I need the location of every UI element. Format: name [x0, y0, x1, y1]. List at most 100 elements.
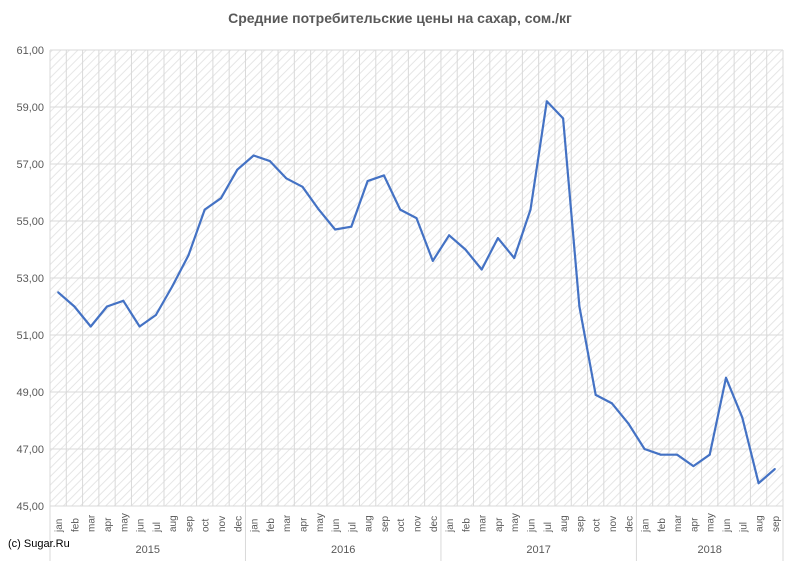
x-month-label: apr	[494, 517, 505, 532]
data-point	[187, 254, 190, 257]
y-tick-label: 55,00	[16, 216, 44, 228]
data-point	[138, 325, 141, 328]
x-month-label: feb	[70, 518, 81, 532]
x-month-label: nov	[217, 516, 228, 532]
data-point	[252, 154, 255, 157]
data-point	[57, 291, 60, 294]
data-point	[562, 117, 565, 120]
x-month-label: sep	[184, 515, 195, 532]
x-month-label: dec	[624, 516, 635, 532]
x-month-label: mar	[282, 514, 293, 532]
x-month-label: aug	[364, 515, 375, 532]
data-point	[203, 208, 206, 211]
x-year-label: 2015	[135, 544, 159, 556]
y-tick-label: 59,00	[16, 102, 44, 114]
data-point	[236, 168, 239, 171]
chart-title: Средние потребительские цены на сахар, с…	[228, 10, 572, 26]
data-point	[741, 416, 744, 419]
x-month-label: may	[315, 513, 326, 532]
x-month-label: jul	[543, 522, 554, 533]
data-point	[724, 376, 727, 379]
data-point	[415, 217, 418, 220]
data-point	[643, 448, 646, 450]
y-tick-label: 49,00	[16, 387, 44, 399]
x-month-label: jul	[152, 522, 163, 533]
y-tick-label: 47,00	[16, 444, 44, 456]
x-month-label: jun	[331, 519, 342, 533]
x-month-label: jun	[136, 519, 147, 533]
x-month-label: may	[119, 513, 130, 532]
data-point	[301, 185, 304, 188]
data-point	[545, 100, 548, 103]
x-month-label: sep	[380, 515, 391, 532]
y-tick-label: 61,00	[16, 45, 44, 57]
data-point	[513, 257, 516, 260]
x-month-label: apr	[689, 517, 700, 532]
data-point	[676, 453, 679, 456]
data-point	[171, 285, 174, 288]
data-point	[73, 305, 76, 308]
x-month-label: nov	[608, 516, 619, 532]
data-point	[594, 393, 597, 396]
data-point	[692, 465, 695, 468]
data-point	[399, 208, 402, 211]
data-point	[350, 225, 353, 228]
data-point	[464, 248, 467, 251]
x-month-label: feb	[657, 518, 668, 532]
data-point	[285, 177, 288, 180]
y-tick-label: 45,00	[16, 501, 44, 513]
data-point	[773, 467, 776, 470]
x-month-label: jun	[527, 519, 538, 533]
x-month-label: aug	[559, 515, 570, 532]
data-point	[366, 180, 369, 183]
x-month-label: feb	[461, 518, 472, 532]
data-point	[448, 234, 451, 237]
data-point	[334, 228, 337, 231]
data-point	[154, 314, 157, 317]
x-month-label: may	[510, 513, 521, 532]
x-month-label: jan	[445, 519, 456, 533]
x-year-label: 2018	[697, 544, 721, 556]
x-month-label: jan	[54, 519, 65, 533]
x-month-label: aug	[168, 515, 179, 532]
x-month-label: mar	[478, 514, 489, 532]
x-month-label: nov	[413, 516, 424, 532]
data-point	[496, 237, 499, 240]
x-month-label: sep	[575, 515, 586, 532]
x-month-label: jul	[347, 522, 358, 533]
x-month-label: mar	[673, 514, 684, 532]
x-month-label: jan	[641, 519, 652, 533]
x-month-label: apr	[298, 517, 309, 532]
x-month-label: jun	[722, 519, 733, 533]
data-point	[610, 402, 613, 405]
data-point	[382, 174, 385, 177]
data-point	[268, 160, 271, 163]
x-month-label: oct	[201, 518, 212, 532]
x-month-label: oct	[592, 518, 603, 532]
x-month-label: may	[706, 513, 717, 532]
data-point	[659, 453, 662, 456]
data-point	[220, 197, 223, 200]
data-point	[529, 208, 532, 211]
x-month-label: dec	[233, 516, 244, 532]
x-month-label: feb	[266, 518, 277, 532]
x-year-label: 2016	[331, 544, 355, 556]
y-tick-label: 51,00	[16, 330, 44, 342]
x-year-label: 2017	[526, 544, 550, 556]
data-point	[480, 268, 483, 271]
x-month-label: jan	[250, 519, 261, 533]
x-month-label: mar	[87, 514, 98, 532]
x-month-label: jul	[738, 522, 749, 533]
credit-text: (c) Sugar.Ru	[8, 538, 70, 550]
x-month-label: dec	[429, 516, 440, 532]
x-month-label: aug	[755, 515, 766, 532]
y-tick-label: 53,00	[16, 273, 44, 285]
data-point	[708, 453, 711, 456]
x-month-label: sep	[771, 515, 782, 532]
data-point	[317, 208, 320, 211]
data-point	[431, 259, 434, 262]
x-month-label: apr	[103, 517, 114, 532]
y-tick-label: 57,00	[16, 159, 44, 171]
data-point	[757, 482, 760, 485]
